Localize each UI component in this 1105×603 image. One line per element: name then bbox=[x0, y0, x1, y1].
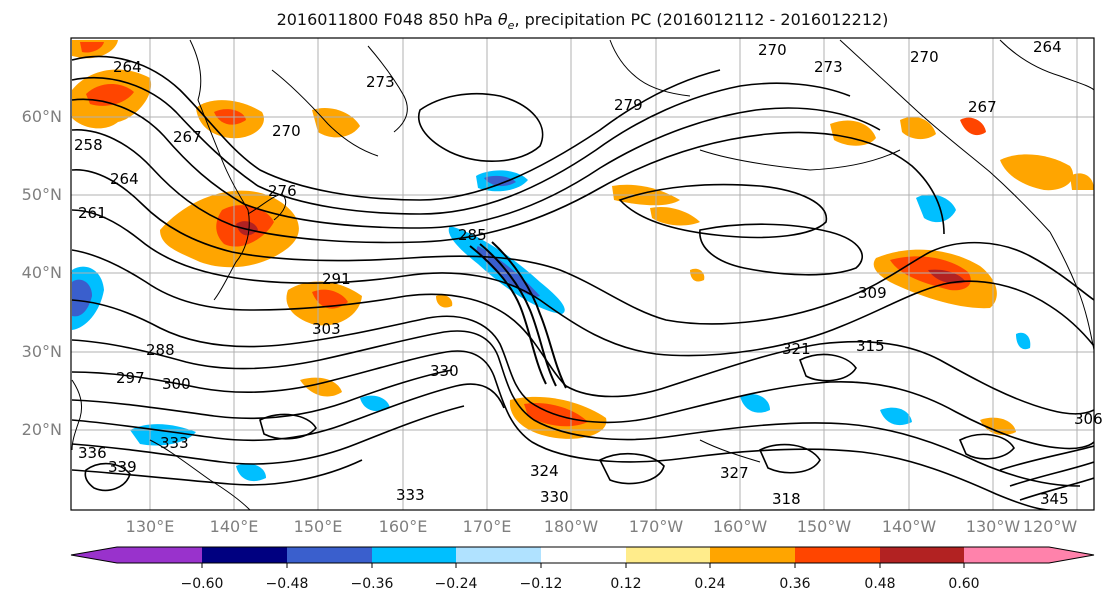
lat-label: 20°N bbox=[21, 420, 62, 439]
colorbar-tick-label: 0.12 bbox=[610, 576, 642, 592]
lat-label: 50°N bbox=[21, 185, 62, 204]
colorbar-tick-label: −0.24 bbox=[434, 576, 478, 592]
graticule bbox=[71, 38, 1094, 510]
contour-label: 303 bbox=[312, 320, 341, 338]
contour-label: 288 bbox=[146, 341, 175, 359]
colorbar-tick-label: 0.48 bbox=[864, 576, 896, 592]
theta-e-contours bbox=[71, 55, 1094, 510]
contour-label: 258 bbox=[74, 136, 103, 154]
colorbar-tick-label: 0.60 bbox=[948, 576, 980, 592]
contour-label: 270 bbox=[910, 48, 939, 66]
colorbar-tick-label: −0.36 bbox=[350, 576, 394, 592]
contour-label: 267 bbox=[173, 128, 202, 146]
map-frame bbox=[70, 37, 1095, 511]
colorbar-segment bbox=[710, 547, 795, 563]
colorbar-segment bbox=[880, 547, 964, 563]
contour-label: 345 bbox=[1040, 490, 1069, 508]
lon-label: 150°E bbox=[293, 517, 343, 536]
colorbar-segment bbox=[541, 547, 626, 563]
colorbar-segment bbox=[71, 547, 117, 563]
lat-label: 40°N bbox=[21, 263, 62, 282]
contour-label: 285 bbox=[458, 226, 487, 244]
contour-label: 330 bbox=[540, 488, 569, 506]
contour-label: 270 bbox=[758, 41, 787, 59]
theta-e-contours-bold bbox=[469, 241, 567, 389]
contour-label: 264 bbox=[113, 58, 142, 76]
coastlines bbox=[71, 39, 1094, 510]
contour-label-layer: 264 273 270 270 264 267 267 270 258 264 … bbox=[74, 38, 1103, 508]
lat-label: 60°N bbox=[21, 107, 62, 126]
colorbar-segment bbox=[1049, 547, 1094, 563]
contour-label: 276 bbox=[268, 182, 297, 200]
colorbar-tick-label: −0.60 bbox=[180, 576, 224, 592]
contour-label: 264 bbox=[110, 170, 139, 188]
lon-label: 140°W bbox=[881, 517, 937, 536]
contour-label: 306 bbox=[1074, 410, 1103, 428]
map-panel bbox=[71, 38, 1094, 510]
colorbar-tick-label: 0.24 bbox=[694, 576, 726, 592]
contour-label: 300 bbox=[162, 375, 191, 393]
colorbar bbox=[70, 546, 1095, 568]
contour-label: 291 bbox=[322, 270, 351, 288]
contour-label: 279 bbox=[614, 96, 643, 114]
contour-label: 264 bbox=[1033, 38, 1062, 56]
colorbar-tick-label: 0.36 bbox=[779, 576, 811, 592]
contour-label: 339 bbox=[108, 458, 137, 476]
lon-label: 160°W bbox=[712, 517, 768, 536]
colorbar-segment bbox=[456, 547, 541, 563]
lon-label: 180°W bbox=[543, 517, 599, 536]
contour-label: 327 bbox=[720, 464, 749, 482]
lon-label: 140°E bbox=[209, 517, 259, 536]
colorbar-segment bbox=[626, 547, 710, 563]
contour-label: 321 bbox=[782, 340, 811, 358]
colorbar-segment bbox=[287, 547, 372, 563]
lon-label: 150°W bbox=[796, 517, 852, 536]
contour-label: 267 bbox=[968, 98, 997, 116]
lon-label: 170°W bbox=[628, 517, 684, 536]
lon-label: 160°E bbox=[378, 517, 428, 536]
colorbar-tick-label: −0.48 bbox=[265, 576, 309, 592]
lon-label: 120°W bbox=[1022, 517, 1078, 536]
contour-label: 273 bbox=[366, 73, 395, 91]
contour-label: 333 bbox=[396, 486, 425, 504]
lat-label: 30°N bbox=[21, 342, 62, 361]
contour-label: 330 bbox=[430, 362, 459, 380]
contour-label: 324 bbox=[530, 462, 559, 480]
lon-label: 130°W bbox=[965, 517, 1021, 536]
contour-label: 297 bbox=[116, 369, 145, 387]
contour-label: 333 bbox=[160, 434, 189, 452]
lon-label: 170°E bbox=[462, 517, 512, 536]
colorbar-segment bbox=[795, 547, 880, 563]
colorbar-segment bbox=[372, 547, 456, 563]
contour-label: 261 bbox=[78, 204, 107, 222]
lon-label: 130°E bbox=[125, 517, 175, 536]
contour-label: 270 bbox=[272, 122, 301, 140]
contour-label: 318 bbox=[772, 490, 801, 508]
contour-label: 273 bbox=[814, 58, 843, 76]
contour-label: 309 bbox=[858, 284, 887, 302]
map-title: 2016011800 F048 850 hPa θe, precipitatio… bbox=[276, 10, 889, 33]
contour-label: 315 bbox=[856, 337, 885, 355]
colorbar-tick-label: −0.12 bbox=[519, 576, 563, 592]
colorbar-segment bbox=[202, 547, 287, 563]
colorbar-segment bbox=[117, 547, 202, 563]
colorbar-segment bbox=[964, 547, 1049, 563]
contour-label: 336 bbox=[78, 444, 107, 462]
